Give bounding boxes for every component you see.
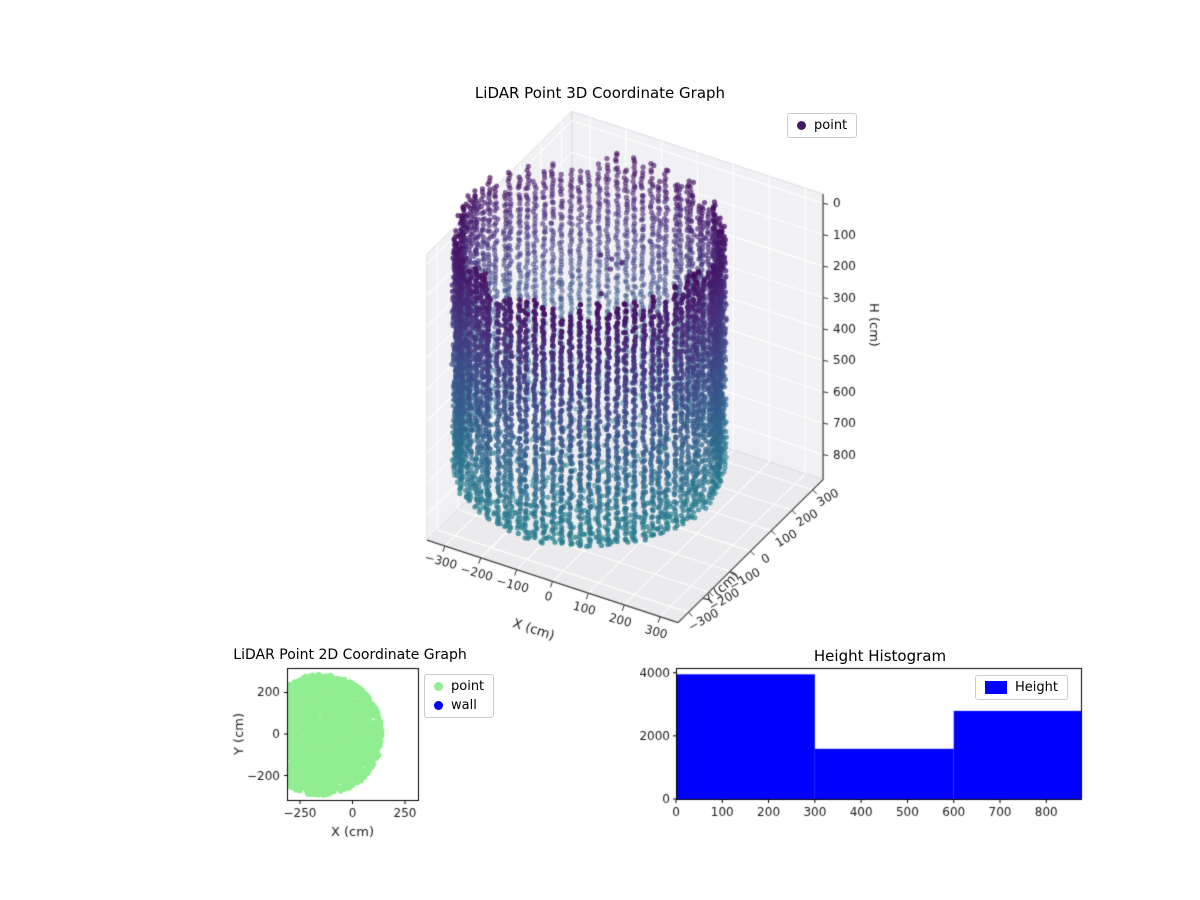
wall-marker-icon [434,701,443,710]
legend-label-wall: wall [451,698,477,713]
height-histogram-title: Height Histogram [813,647,947,665]
lidar-2d-canvas [225,660,435,855]
legend-item-point: point [434,679,484,694]
legend-label-point: point [814,118,848,133]
legend-item-height: Height [985,680,1058,695]
legend-label-height: Height [1015,680,1058,695]
lidar-2d-title: LiDAR Point 2D Coordinate Graph [233,647,467,663]
lidar-3d-canvas [280,80,920,660]
legend-item-wall: wall [434,698,484,713]
point-marker-icon [797,121,806,130]
point-marker-icon [434,682,443,691]
lidar-2d-legend: point wall [424,674,495,718]
lidar-3d-title: LiDAR Point 3D Coordinate Graph [474,84,726,102]
lidar-3d-legend: point [787,113,858,138]
height-histogram-legend: Height [975,675,1068,700]
legend-label-point: point [451,679,485,694]
legend-item-point: point [797,118,847,133]
height-patch-icon [985,681,1007,694]
